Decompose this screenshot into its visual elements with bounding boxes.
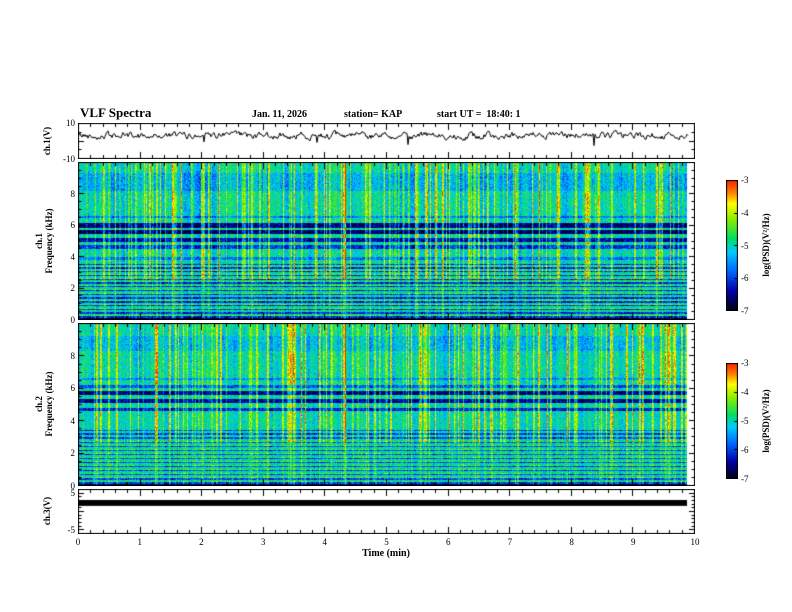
x-tick-label: 6 (445, 537, 451, 547)
ch1-frequency-tick-label: 4 (70, 251, 76, 262)
colorbar2-tick-label: -3 (741, 358, 749, 368)
plot-title: VLF Spectra (80, 105, 152, 120)
ch2-frequency-axis-label-text: Frequency (kHz) (44, 371, 54, 437)
ch2-spectrogram-canvas (78, 323, 695, 486)
x-tick-label: 3 (260, 537, 266, 547)
ch1-voltage-axis-label: ch.1(V) (42, 127, 52, 155)
x-tick-label: 5 (384, 537, 389, 547)
colorbar1-tick-label: -6 (741, 273, 749, 284)
colorbar2-tick-label: -5 (741, 416, 749, 426)
ch3-voltage-tick-label: -5 (67, 525, 76, 536)
ch1-voltage-tick-label: -10 (63, 154, 75, 164)
ch3-voltage-axis-label: ch.3(V) (42, 497, 52, 525)
ch1-voltage-tick-label: 10 (66, 118, 75, 128)
x-tick-label: 8 (569, 537, 574, 547)
ch1-spectrogram-canvas (78, 162, 695, 320)
ch1-frequency-axis-label-text: Frequency (kHz) (44, 208, 54, 274)
ch1-frequency-tick-label: 6 (70, 220, 76, 231)
colorbar2-axis-label: log(PSD)(V²/Hz) (761, 389, 771, 452)
ch3-voltage-axis-label-text: ch.3(V) (42, 496, 52, 526)
header-start-ut: start UT = 18:40: 1 (437, 109, 521, 120)
colorbar1-tick-label: -4 (741, 207, 749, 218)
x-tick-label: 10 (690, 537, 700, 547)
colorbar1-tick-label: -3 (741, 175, 749, 185)
ch2-frequency-tick-label: 8 (70, 350, 76, 361)
ch1-frequency-tick-label: 0 (70, 315, 76, 325)
colorbar2-tick-label: -6 (741, 445, 749, 455)
ch1-frequency-axis-label: ch.1 Frequency (kHz) (34, 208, 54, 273)
colorbar2-canvas (726, 363, 738, 479)
ch2-frequency-tick-label: 2 (70, 448, 76, 459)
ch1-frequency-tick-label: 2 (70, 283, 76, 294)
ch2-frequency-tick-label: 0 (70, 481, 76, 491)
colorbar1-axis-label: log(PSD)(V²/Hz) (761, 213, 771, 276)
header-station: station= KAP (344, 109, 403, 120)
colorbar1-tick-label: -7 (741, 306, 749, 316)
colorbar2-tick-label: -7 (741, 474, 749, 484)
ch2-frequency-axis-label: ch.2 Frequency (kHz) (34, 371, 54, 436)
ch1-row-label-text: ch.1 (34, 233, 44, 249)
colorbar2-tick-label: -4 (741, 387, 749, 397)
ch2-row-label-text: ch.2 (34, 396, 44, 412)
x-tick-label: 7 (507, 537, 513, 547)
x-tick-label: 0 (75, 537, 81, 547)
x-tick-label: 9 (631, 537, 636, 547)
ch1-waveform-canvas (78, 123, 695, 159)
colorbar2-axis-label-text: log(PSD)(V²/Hz) (761, 389, 771, 453)
time-axis-label: Time (min) (362, 548, 410, 559)
x-tick-label: 4 (322, 537, 328, 547)
colorbar1-canvas (726, 180, 738, 311)
colorbar1-axis-label-text: log(PSD)(V²/Hz) (761, 213, 771, 277)
ch3-voltage-tick-label: 5 (70, 487, 76, 498)
ch2-frequency-tick-label: 4 (70, 415, 76, 426)
header-date: Jan. 11, 2026 (252, 109, 308, 120)
colorbar1-tick-label: -5 (741, 240, 749, 251)
x-tick-label: 1 (137, 537, 142, 547)
ch2-frequency-tick-label: 6 (70, 383, 76, 394)
ch1-frequency-tick-label: 8 (70, 188, 76, 199)
ch1-voltage-axis-label-text: ch.1(V) (42, 126, 52, 156)
ch3-waveform-canvas (78, 489, 695, 534)
x-tick-label: 2 (199, 537, 204, 547)
